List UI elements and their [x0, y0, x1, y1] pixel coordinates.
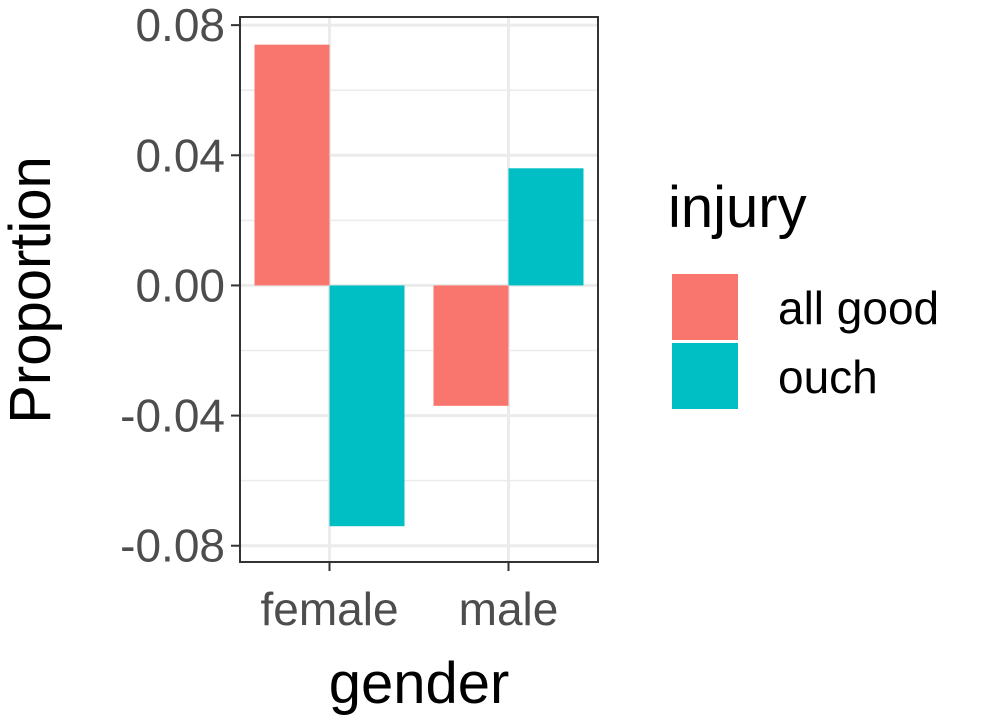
- y-tick-label: -0.04: [120, 390, 225, 442]
- x-tick-label: female: [260, 583, 398, 635]
- x-axis-title: gender: [329, 651, 510, 716]
- y-axis: -0.08 -0.04 0.00 0.04 0.08: [120, 0, 240, 572]
- bar-ouch-female: [329, 285, 405, 527]
- y-tick-label: -0.08: [120, 520, 225, 572]
- bar-all-good-male: [433, 285, 509, 406]
- legend-label: all good: [778, 282, 939, 334]
- x-axis: female male: [260, 562, 558, 635]
- y-tick-label: 0.00: [135, 259, 225, 311]
- y-tick-label: 0.04: [135, 129, 225, 181]
- y-axis-title: Proportion: [0, 156, 63, 424]
- legend-title: injury: [668, 175, 807, 240]
- y-tick-label: 0.08: [135, 0, 225, 51]
- bar-all-good-female: [254, 44, 330, 286]
- legend: injury all good ouch: [668, 175, 939, 409]
- plot-border: [239, 16, 599, 563]
- bar-ouch-male: [508, 168, 584, 286]
- legend-key: [672, 343, 738, 409]
- legend-key: [672, 274, 738, 340]
- legend-label: ouch: [778, 351, 878, 403]
- x-tick-label: male: [459, 583, 559, 635]
- bars: [254, 44, 584, 527]
